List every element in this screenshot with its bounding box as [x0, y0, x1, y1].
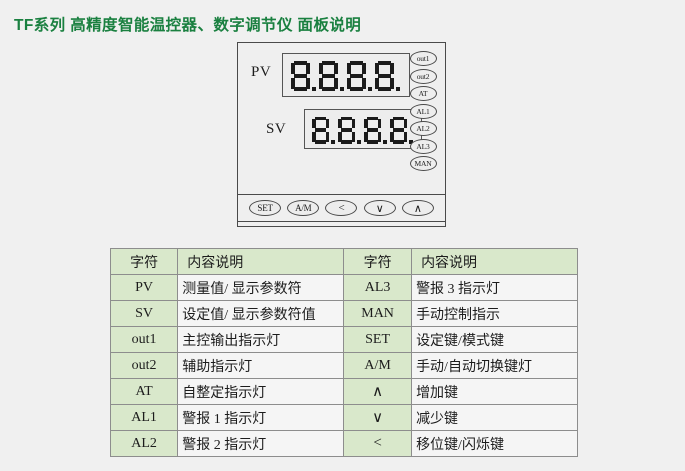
table-row: out2 辅助指示灯 A/M 手动/自动切换键灯 [109, 352, 578, 379]
seven-segment-digit [364, 116, 381, 144]
decimal-point [340, 61, 345, 91]
cell-description-left: 测量值/ 显示参数符 [177, 274, 345, 301]
cell-symbol-left: out1 [109, 326, 179, 353]
seven-segment-digit [291, 61, 310, 91]
page-title: TF系列 高精度智能温控器、数字调节仪 面板说明 [14, 17, 362, 34]
header-description-left: 内容说明 [177, 248, 345, 275]
cell-symbol-right: A/M [343, 352, 413, 379]
header-symbol-left: 字符 [109, 248, 179, 275]
set-button[interactable]: SET [249, 200, 282, 216]
decimal-point [331, 117, 336, 144]
cell-symbol-right: SET [343, 326, 413, 353]
indicator-lamp-out2: out2 [409, 68, 437, 84]
seven-segment-digit [338, 116, 355, 144]
cell-description-left: 警报 2 指示灯 [177, 430, 345, 457]
auto-manual-button[interactable]: A/M [287, 200, 320, 216]
decimal-point [409, 117, 414, 144]
decimal-point [312, 61, 317, 91]
table-row: out1 主控输出指示灯 SET 设定键/模式键 [109, 326, 578, 353]
table-row: PV 测量值/ 显示参数符 AL3 警报 3 指示灯 [109, 274, 578, 301]
decrease-button[interactable]: ∨ [363, 200, 396, 216]
cell-symbol-right: ∧ [343, 378, 413, 405]
indicator-lamp-al1: AL1 [409, 103, 437, 119]
indicator-lamp-man: MAN [409, 156, 437, 171]
cell-description-right: 手动控制指示 [411, 300, 578, 327]
pv-label: PV [251, 64, 272, 80]
cell-description-right: 减少键 [411, 404, 578, 431]
indicator-lamp-at: AT [409, 86, 437, 101]
cell-symbol-right: < [343, 430, 413, 457]
cell-description-left: 警报 1 指示灯 [177, 404, 345, 431]
cell-symbol-left: PV [109, 274, 179, 301]
cell-symbol-right: MAN [343, 300, 413, 327]
shift-button[interactable]: < [325, 200, 358, 216]
cell-description-right: 警报 3 指示灯 [411, 274, 578, 301]
table-header-row: 字符 内容说明 字符 内容说明 [109, 248, 578, 275]
header-description-right: 内容说明 [411, 248, 578, 275]
decimal-point [383, 117, 388, 144]
panel-display-area: PV SV [238, 43, 445, 195]
seven-segment-digit [347, 61, 366, 91]
cell-symbol-left: AL1 [109, 404, 179, 431]
cell-symbol-right: ∨ [343, 404, 413, 431]
indicator-lamp-out1: out1 [409, 51, 437, 66]
seven-segment-digit [312, 116, 329, 144]
cell-symbol-left: AT [109, 378, 179, 405]
seven-segment-digit [375, 61, 394, 91]
cell-symbol-right: AL3 [343, 274, 413, 301]
table-row: AT 自整定指示灯 ∧ 增加键 [109, 378, 578, 405]
keypad-strip: SET A/M < ∨ ∧ [238, 195, 445, 222]
table-row: SV 设定值/ 显示参数符值 MAN 手动控制指示 [109, 300, 578, 327]
cell-description-right: 增加键 [411, 378, 578, 405]
cell-description-left: 主控输出指示灯 [177, 326, 345, 353]
decimal-point [357, 117, 362, 144]
cell-description-right: 移位键/闪烁键 [411, 430, 578, 457]
cell-symbol-left: out2 [109, 352, 179, 379]
header-symbol-right: 字符 [343, 248, 413, 275]
sv-display [304, 109, 422, 149]
cell-description-left: 设定值/ 显示参数符值 [177, 300, 345, 327]
cell-description-right: 手动/自动切换键灯 [411, 352, 578, 379]
seven-segment-digit [390, 116, 407, 144]
cell-description-left: 辅助指示灯 [177, 352, 345, 379]
pv-display [282, 53, 410, 97]
cell-description-right: 设定键/模式键 [411, 326, 578, 353]
indicator-lamp-al2: AL2 [409, 121, 437, 136]
legend-table: 字符 内容说明 字符 内容说明 PV 测量值/ 显示参数符 AL3 警报 3 指… [109, 248, 578, 457]
increase-button[interactable]: ∧ [401, 200, 434, 216]
cell-symbol-left: SV [109, 300, 179, 327]
controller-panel: PV SV [237, 42, 446, 227]
table-row: AL2 警报 2 指示灯 < 移位键/闪烁键 [109, 430, 578, 457]
decimal-point [368, 61, 373, 91]
sv-label: SV [266, 121, 287, 137]
decimal-point [396, 61, 401, 91]
table-row: AL1 警报 1 指示灯 ∨ 减少键 [109, 404, 578, 431]
indicator-lamp-column: out1 out2 AT AL1 AL2 AL3 MAN [408, 51, 438, 171]
cell-symbol-left: AL2 [109, 430, 179, 457]
cell-description-left: 自整定指示灯 [177, 378, 345, 405]
indicator-lamp-al3: AL3 [409, 138, 437, 154]
seven-segment-digit [319, 61, 338, 91]
